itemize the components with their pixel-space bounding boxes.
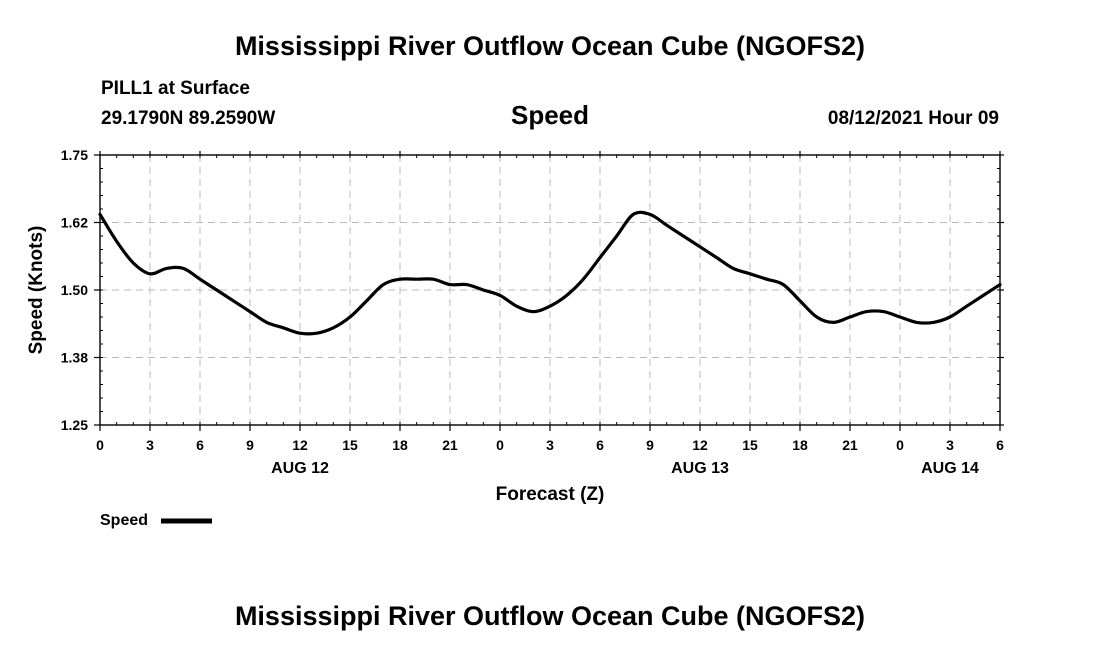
date-label: AUG 12	[271, 460, 329, 477]
chart-title: Mississippi River Outflow Ocean Cube (NG…	[235, 31, 865, 61]
date-label: AUG 13	[671, 460, 729, 477]
y-tick-label: 1.62	[61, 215, 88, 231]
x-tick-label: 12	[692, 437, 708, 453]
x-tick-label: 6	[196, 437, 204, 453]
x-tick-label: 0	[96, 437, 104, 453]
y-tick-label: 1.75	[61, 147, 88, 163]
x-tick-label: 21	[442, 437, 458, 453]
x-tick-label: 12	[292, 437, 308, 453]
x-tick-label: 6	[996, 437, 1004, 453]
x-tick-label: 18	[392, 437, 408, 453]
x-tick-label: 3	[946, 437, 954, 453]
footer-title: Mississippi River Outflow Ocean Cube (NG…	[235, 601, 865, 631]
y-axis-ticks: 1.75 1.62 1.50 1.38 1.25	[61, 147, 1004, 433]
x-tick-label: 21	[842, 437, 858, 453]
station-label: PILL1 at Surface	[101, 78, 250, 99]
x-tick-label: 9	[246, 437, 254, 453]
series-line-speed	[98, 210, 1002, 336]
y-tick-label: 1.25	[61, 417, 88, 433]
date-labels: AUG 12 AUG 13 AUG 14	[271, 460, 979, 477]
x-axis-ticks: 0 3 6 9 12 15 18 21 0 3 6 9 12 15 18 21 0 3 6	[96, 151, 1004, 453]
date-label: AUG 14	[921, 460, 979, 477]
x-tick-label: 6	[596, 437, 604, 453]
y-axis-label: Speed (Knots)	[26, 226, 47, 355]
x-tick-label: 3	[546, 437, 554, 453]
x-tick-label: 3	[146, 437, 154, 453]
x-tick-label: 9	[646, 437, 654, 453]
x-tick-label: 18	[792, 437, 808, 453]
y-tick-label: 1.50	[61, 282, 88, 298]
gridlines	[100, 155, 1000, 425]
y-tick-label: 1.38	[61, 350, 88, 366]
forecast-datetime: 08/12/2021 Hour 09	[828, 108, 999, 129]
variable-title: Speed	[511, 100, 589, 130]
legend-label: Speed	[100, 512, 148, 529]
x-tick-label: 15	[742, 437, 758, 453]
x-tick-label: 0	[896, 437, 904, 453]
x-tick-label: 15	[342, 437, 358, 453]
x-axis-label: Forecast (Z)	[496, 484, 605, 505]
series-group	[98, 210, 1002, 336]
station-coordinates: 29.1790N 89.2590W	[101, 108, 275, 129]
x-tick-label: 0	[496, 437, 504, 453]
